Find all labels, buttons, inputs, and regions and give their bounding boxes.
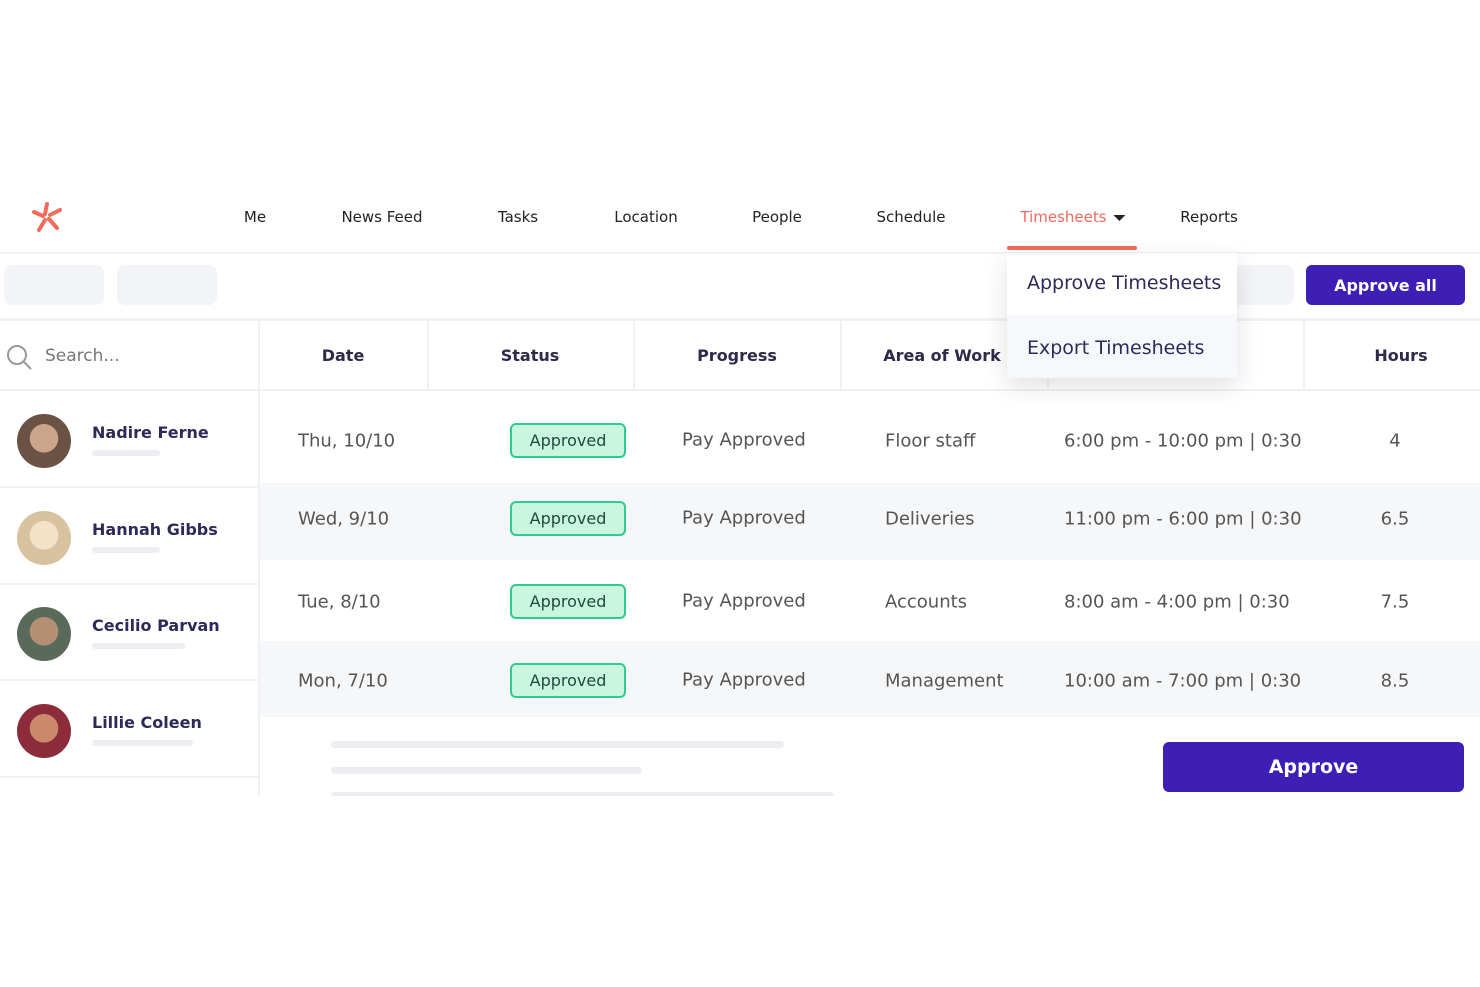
time-cell: 11:00 pm - 6:00 pm | 0:30 (1064, 508, 1302, 530)
skeleton-line (331, 741, 784, 748)
search-input[interactable]: Search... (45, 346, 120, 366)
divider (0, 252, 1480, 254)
avatar (17, 510, 71, 565)
status-badge: Approved (510, 584, 626, 619)
person-name[interactable]: Cecilio Parvan (92, 616, 220, 635)
person-name[interactable]: Nadire Ferne (92, 423, 209, 442)
hours-cell: 4 (1389, 430, 1401, 452)
time-cell: 8:00 am - 4:00 pm | 0:30 (1064, 591, 1290, 613)
divider (0, 318, 1480, 321)
divider (0, 582, 258, 585)
skeleton-line (331, 792, 834, 799)
area-cell: Deliveries (885, 508, 975, 530)
column-header: Progress (697, 346, 777, 365)
status-badge: Approved (510, 501, 626, 536)
menu-item-hover (1007, 314, 1237, 378)
nav-item[interactable]: Location (614, 208, 678, 226)
active-underline (1007, 246, 1137, 250)
date-cell: Wed, 9/10 (298, 508, 390, 530)
progress-cell: Pay Approved (682, 669, 806, 691)
menu-item[interactable]: Approve Timesheets (1027, 272, 1222, 294)
avatar (17, 414, 71, 468)
divider (0, 389, 1480, 391)
filter-pill[interactable] (4, 265, 104, 305)
filter-pill[interactable] (117, 265, 217, 305)
skeleton-line (92, 643, 185, 649)
column-divider (427, 321, 429, 390)
nav-item[interactable]: Schedule (876, 208, 946, 226)
column-divider (840, 321, 842, 390)
column-header: Area of Work (883, 346, 1001, 365)
area-cell: Management (885, 670, 1004, 692)
column-header: Hours (1374, 346, 1428, 365)
nav-item[interactable]: Tasks (497, 208, 539, 226)
row-background (260, 483, 1480, 560)
divider (258, 321, 260, 796)
area-cell: Accounts (885, 591, 968, 613)
divider (0, 775, 258, 778)
skeleton-line (92, 546, 160, 553)
progress-cell: Pay Approved (682, 429, 806, 451)
hours-cell: 6.5 (1380, 508, 1410, 530)
row-background (260, 641, 1480, 717)
progress-cell: Pay Approved (682, 507, 806, 529)
skeleton-line (92, 450, 160, 456)
caret (1113, 215, 1126, 221)
area-cell: Floor staff (885, 430, 976, 452)
time-cell: 10:00 am - 7:00 pm | 0:30 (1064, 670, 1302, 692)
column-divider (1303, 321, 1305, 390)
date-cell: Tue, 8/10 (298, 591, 381, 613)
approve-all-button[interactable]: Approve all (1306, 265, 1465, 305)
avatar (17, 703, 71, 758)
nav-item[interactable]: People (752, 208, 802, 226)
person-name[interactable]: Lillie Coleen (92, 712, 202, 732)
logo (32, 202, 62, 232)
nav-item[interactable]: Reports (1180, 208, 1238, 226)
person-name[interactable]: Hannah Gibbs (92, 519, 218, 539)
column-divider (633, 321, 635, 390)
date-cell: Mon, 7/10 (298, 670, 388, 692)
time-cell: 6:00 pm - 10:00 pm | 0:30 (1064, 430, 1302, 452)
hours-cell: 7.5 (1380, 591, 1410, 613)
skeleton-line (92, 739, 193, 746)
column-header: Status (500, 346, 560, 365)
hours-cell: 8.5 (1380, 670, 1410, 692)
status-badge: Approved (510, 663, 626, 698)
divider (0, 486, 258, 488)
fade-cover (0, 796, 1480, 987)
nav-item[interactable]: News Feed (341, 208, 423, 226)
column-header: Date (321, 346, 365, 365)
approve-button[interactable]: Approve (1163, 742, 1464, 792)
dropdown-menu: Approve Timesheets Export Timesheets (1007, 253, 1237, 378)
divider (0, 679, 258, 681)
skeleton-line (331, 767, 642, 774)
progress-cell: Pay Approved (682, 590, 806, 612)
nav-item[interactable]: Timesheets (1020, 208, 1126, 226)
date-cell: Thu, 10/10 (298, 430, 396, 452)
status-badge: Approved (510, 423, 626, 458)
search-icon (7, 345, 32, 370)
avatar (17, 607, 71, 661)
menu-item[interactable]: Export Timesheets (1027, 337, 1205, 359)
nav-item[interactable]: Me (243, 208, 267, 226)
